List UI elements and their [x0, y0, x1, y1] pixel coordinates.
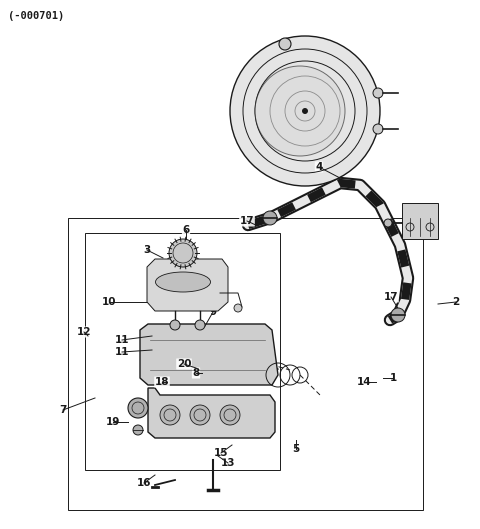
Circle shape: [373, 88, 383, 98]
Circle shape: [195, 320, 205, 330]
Polygon shape: [147, 259, 228, 311]
Circle shape: [234, 304, 242, 312]
Text: 17: 17: [384, 292, 398, 302]
Circle shape: [230, 36, 380, 186]
Circle shape: [302, 108, 308, 114]
Circle shape: [170, 320, 180, 330]
FancyBboxPatch shape: [402, 203, 438, 239]
Circle shape: [169, 239, 197, 267]
Text: 2: 2: [452, 297, 460, 307]
Text: 1: 1: [389, 373, 396, 383]
Circle shape: [220, 405, 240, 425]
Text: 8: 8: [192, 368, 200, 378]
Text: 20: 20: [177, 359, 191, 369]
Circle shape: [160, 405, 180, 425]
Text: 11: 11: [115, 335, 129, 345]
Text: 10: 10: [102, 297, 116, 307]
Text: 13: 13: [221, 458, 235, 468]
Text: 6: 6: [182, 225, 190, 235]
Text: (-000701): (-000701): [8, 11, 64, 21]
Text: 17: 17: [240, 216, 254, 226]
Text: 9: 9: [209, 307, 216, 317]
Text: 7: 7: [60, 405, 67, 415]
Circle shape: [373, 124, 383, 134]
Ellipse shape: [156, 272, 211, 292]
Text: 11: 11: [115, 347, 129, 357]
Text: 12: 12: [77, 327, 91, 337]
Text: 18: 18: [155, 377, 169, 387]
Text: 14: 14: [357, 377, 372, 387]
Circle shape: [190, 405, 210, 425]
Text: 16: 16: [137, 478, 151, 488]
Text: 15: 15: [214, 448, 228, 458]
Text: 19: 19: [106, 417, 120, 427]
Text: 4: 4: [315, 162, 323, 172]
Circle shape: [384, 219, 392, 227]
Polygon shape: [140, 324, 278, 385]
Text: 3: 3: [144, 245, 151, 255]
Circle shape: [133, 425, 143, 435]
Circle shape: [391, 308, 405, 322]
Circle shape: [263, 211, 277, 225]
Circle shape: [255, 66, 345, 156]
Text: 5: 5: [292, 444, 300, 454]
Polygon shape: [148, 388, 275, 438]
Circle shape: [279, 38, 291, 50]
Circle shape: [128, 398, 148, 418]
